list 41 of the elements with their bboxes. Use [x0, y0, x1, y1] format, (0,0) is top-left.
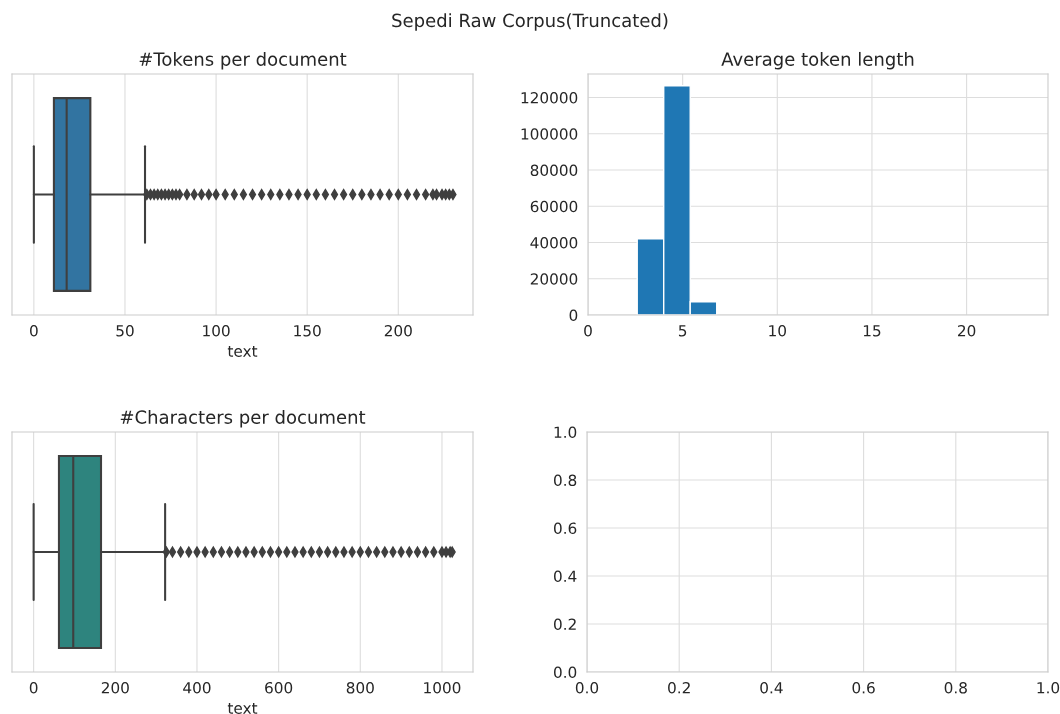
- x-tick-label: 5: [678, 325, 687, 337]
- x-tick-label: 50: [116, 324, 134, 337]
- x-tick-label: 15: [863, 325, 881, 337]
- x-tick-label: 200: [101, 681, 129, 694]
- x-tick-label: 0.0: [575, 681, 599, 694]
- y-tick-label: 60000: [530, 200, 578, 213]
- y-tick-label: 80000: [530, 164, 578, 177]
- x-tick-label: 0.4: [760, 681, 783, 694]
- x-tick-label: 600: [265, 681, 293, 694]
- x-tick-label: 1000: [424, 681, 461, 694]
- chart-title: #Tokens per document: [139, 51, 347, 70]
- y-tick-label: 1.0: [554, 426, 577, 439]
- x-tick-label: 200: [384, 324, 412, 337]
- chart-title: #Characters per document: [120, 409, 366, 428]
- x-tick-label: 0: [29, 681, 38, 694]
- x-tick-label: 20: [958, 324, 976, 337]
- x-tick-label: 0.8: [944, 681, 967, 694]
- x-tick-label: 100: [203, 324, 230, 337]
- x-tick-label: 150: [294, 324, 321, 337]
- y-tick-label: 0.2: [553, 618, 576, 631]
- x-tick-label: 800: [346, 681, 374, 694]
- y-tick-label: 0.6: [553, 522, 577, 535]
- y-tick-label: 0.4: [553, 570, 577, 583]
- y-tick-label: 40000: [530, 236, 578, 249]
- text: Sepedi Raw Corpus(Truncated): [392, 13, 668, 31]
- x-tick-label: 1.0: [1037, 681, 1060, 694]
- x-tick-label: 400: [183, 681, 211, 694]
- y-tick-label: 20000: [530, 273, 578, 285]
- x-tick-label: 0.6: [852, 681, 875, 694]
- x-tick-label: 0: [584, 324, 592, 337]
- x-tick-label: 0: [30, 324, 38, 337]
- x-axis-title: text: [227, 345, 258, 357]
- y-tick-label: 0.8: [553, 474, 577, 487]
- y-tick-label: 100000: [521, 128, 578, 140]
- y-tick-label: 120000: [521, 92, 578, 104]
- y-tick-label: 0.0: [553, 666, 577, 679]
- chart-title: Average token length: [721, 51, 914, 70]
- x-tick-label: 0.2: [668, 681, 690, 694]
- y-tick-label: 0: [569, 309, 578, 322]
- x-tick-label: 10: [769, 324, 787, 337]
- x-axis-title: text: [227, 702, 258, 714]
